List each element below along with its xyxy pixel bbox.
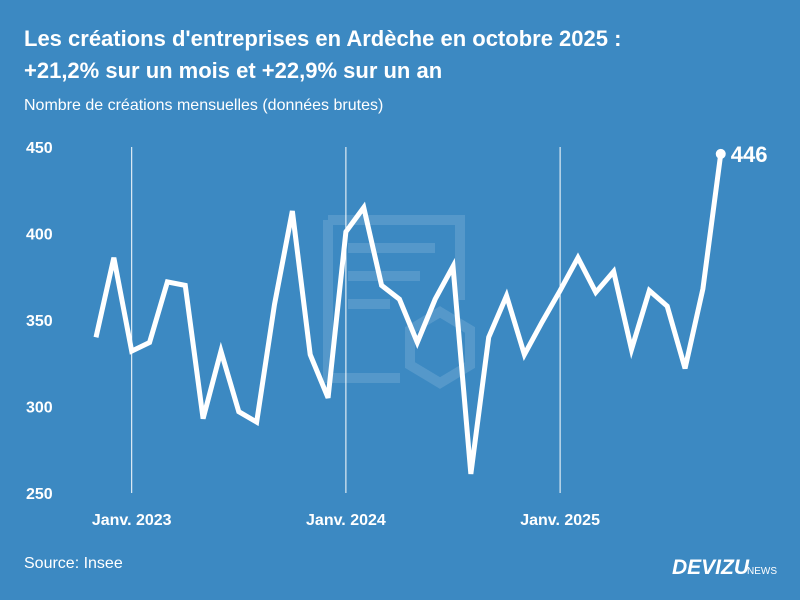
y-tick-label: 300: [26, 400, 53, 417]
x-tick-label: Janv. 2025: [520, 512, 600, 529]
chart-title: +21,2% sur un mois et +22,9% sur un an: [24, 58, 442, 83]
watermark: [323, 215, 475, 389]
brand: DEVIZU: [672, 556, 750, 579]
end-point: [715, 148, 726, 159]
y-tick-label: 450: [26, 140, 53, 157]
brand-suffix: NEWS: [747, 566, 777, 577]
x-tick-label: Janv. 2023: [92, 512, 172, 529]
x-tick-label: Janv. 2024: [306, 512, 386, 529]
source: Source: Insee: [24, 555, 123, 572]
y-tick-label: 350: [26, 313, 53, 330]
value-label: 446: [731, 142, 768, 167]
chart-title: Les créations d'entreprises en Ardèche e…: [24, 26, 621, 51]
y-tick-label: 250: [26, 486, 53, 503]
line: [93, 153, 724, 475]
y-tick-label: 400: [26, 227, 53, 244]
chart-subtitle: Nombre de créations mensuelles (données …: [24, 97, 383, 114]
